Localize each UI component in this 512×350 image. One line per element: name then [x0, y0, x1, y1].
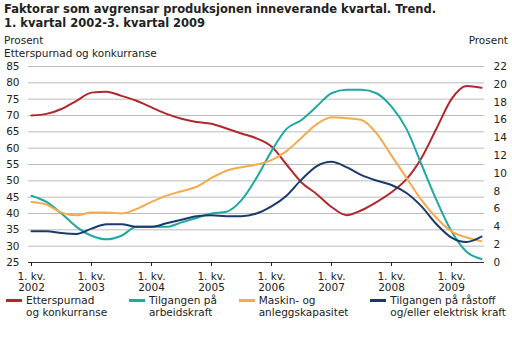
- svg-text:40: 40: [6, 207, 19, 219]
- html-text:Tilgangen på råstoff og/eller: Tilgangen på råstoff og/eller elektrisk …: [390, 294, 506, 318]
- svg-text:0: 0: [494, 256, 501, 268]
- svg-text:1. kv.2005: 1. kv.2005: [197, 270, 225, 292]
- svg-text:45: 45: [6, 191, 19, 203]
- html-text:Maskin- og anleggskapasitet: Maskin- og anleggskapasitet: [258, 294, 349, 318]
- html-text:Faktorar som avgrensar produks: Faktorar som avgrensar produksjonen inne…: [4, 2, 436, 30]
- svg-text:18: 18: [494, 95, 507, 107]
- svg-text:55: 55: [6, 158, 19, 170]
- svg-text:6: 6: [494, 202, 501, 214]
- svg-text:1. kv.2002: 1. kv.2002: [17, 270, 45, 292]
- svg-text:30: 30: [6, 240, 19, 252]
- svg-text:35: 35: [6, 223, 19, 235]
- svg-text:1. kv.2006: 1. kv.2006: [257, 270, 285, 292]
- svg-text:70: 70: [6, 109, 19, 121]
- svg-text:20: 20: [494, 78, 507, 90]
- svg-text:8: 8: [494, 185, 501, 197]
- svg-text:1. kv.2003: 1. kv.2003: [77, 270, 105, 292]
- svg-text:80: 80: [6, 76, 19, 88]
- svg-text:1. kv.2008: 1. kv.2008: [377, 270, 405, 292]
- html-text:Tilgangen på arbeidskraft: Tilgangen på arbeidskraft: [148, 294, 217, 318]
- svg-text:10: 10: [494, 167, 507, 179]
- html-text:Etterspurnad og konkurranse: Etterspurnad og konkurranse: [26, 294, 108, 318]
- svg-text:16: 16: [494, 113, 508, 125]
- svg-text:25: 25: [6, 256, 19, 268]
- svg-text:2: 2: [494, 238, 501, 250]
- svg-text:1. kv.2009: 1. kv.2009: [437, 270, 465, 292]
- svg-text:4: 4: [494, 220, 501, 232]
- html-text:Prosent: Prosent: [468, 34, 508, 46]
- svg-text:12: 12: [494, 149, 507, 161]
- svg-text:22: 22: [494, 60, 507, 72]
- svg-text:50: 50: [6, 174, 19, 186]
- svg-text:65: 65: [6, 125, 19, 137]
- svg-text:1. kv.2004: 1. kv.2004: [137, 270, 165, 292]
- svg-text:60: 60: [6, 142, 19, 154]
- svg-text:85: 85: [6, 60, 19, 72]
- svg-text:1. kv.2007: 1. kv.2007: [317, 270, 345, 292]
- html-text:Prosent Etterspurnad og konkur: Prosent Etterspurnad og konkurranse: [4, 34, 157, 59]
- svg-text:75: 75: [6, 93, 19, 105]
- svg-text:14: 14: [494, 131, 508, 143]
